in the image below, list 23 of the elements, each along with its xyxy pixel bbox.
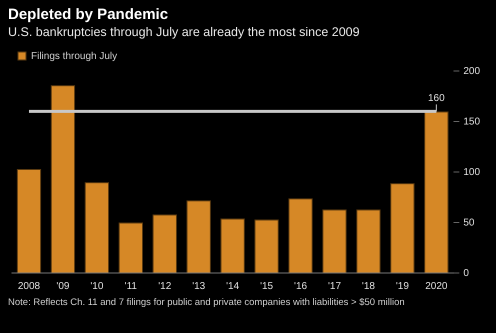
x-tick-label: '14 bbox=[226, 280, 240, 292]
ref-line-label: 160 bbox=[428, 93, 446, 104]
x-tick-label: '11 bbox=[124, 280, 138, 292]
x-tick-label: '13 bbox=[192, 280, 206, 292]
x-tick-label: '12 bbox=[158, 280, 172, 292]
y-tick-label: 100 bbox=[463, 166, 480, 178]
x-tick-label: '09 bbox=[56, 280, 70, 292]
x-tick-label: '19 bbox=[396, 280, 410, 292]
chart-title: Depleted by Pandemic bbox=[8, 6, 170, 23]
x-tick-label: '18 bbox=[362, 280, 376, 292]
x-tick-label: '16 bbox=[294, 280, 308, 292]
y-tick-label: 200 bbox=[463, 66, 480, 77]
y-tick-label: 0 bbox=[463, 268, 470, 279]
x-tick-label: 2020 bbox=[425, 280, 448, 292]
y-tick-label: 150 bbox=[463, 116, 480, 128]
x-tick-label: '10 bbox=[90, 280, 104, 292]
legend-label: Filings through July bbox=[31, 50, 118, 62]
y-tick-label: 50 bbox=[463, 217, 475, 228]
text: Note: Reflects Ch. 11 and 7 filings for public and private companies with liabilities > $50 million bbox=[8, 297, 406, 308]
x-tick-label: '17 bbox=[328, 280, 342, 292]
x-tick-label: '15 bbox=[260, 280, 274, 292]
x-tick-label: 2008 bbox=[18, 280, 41, 292]
chart-subtitle: U.S. bankruptcies through July are already the most since 2009 bbox=[8, 25, 361, 39]
